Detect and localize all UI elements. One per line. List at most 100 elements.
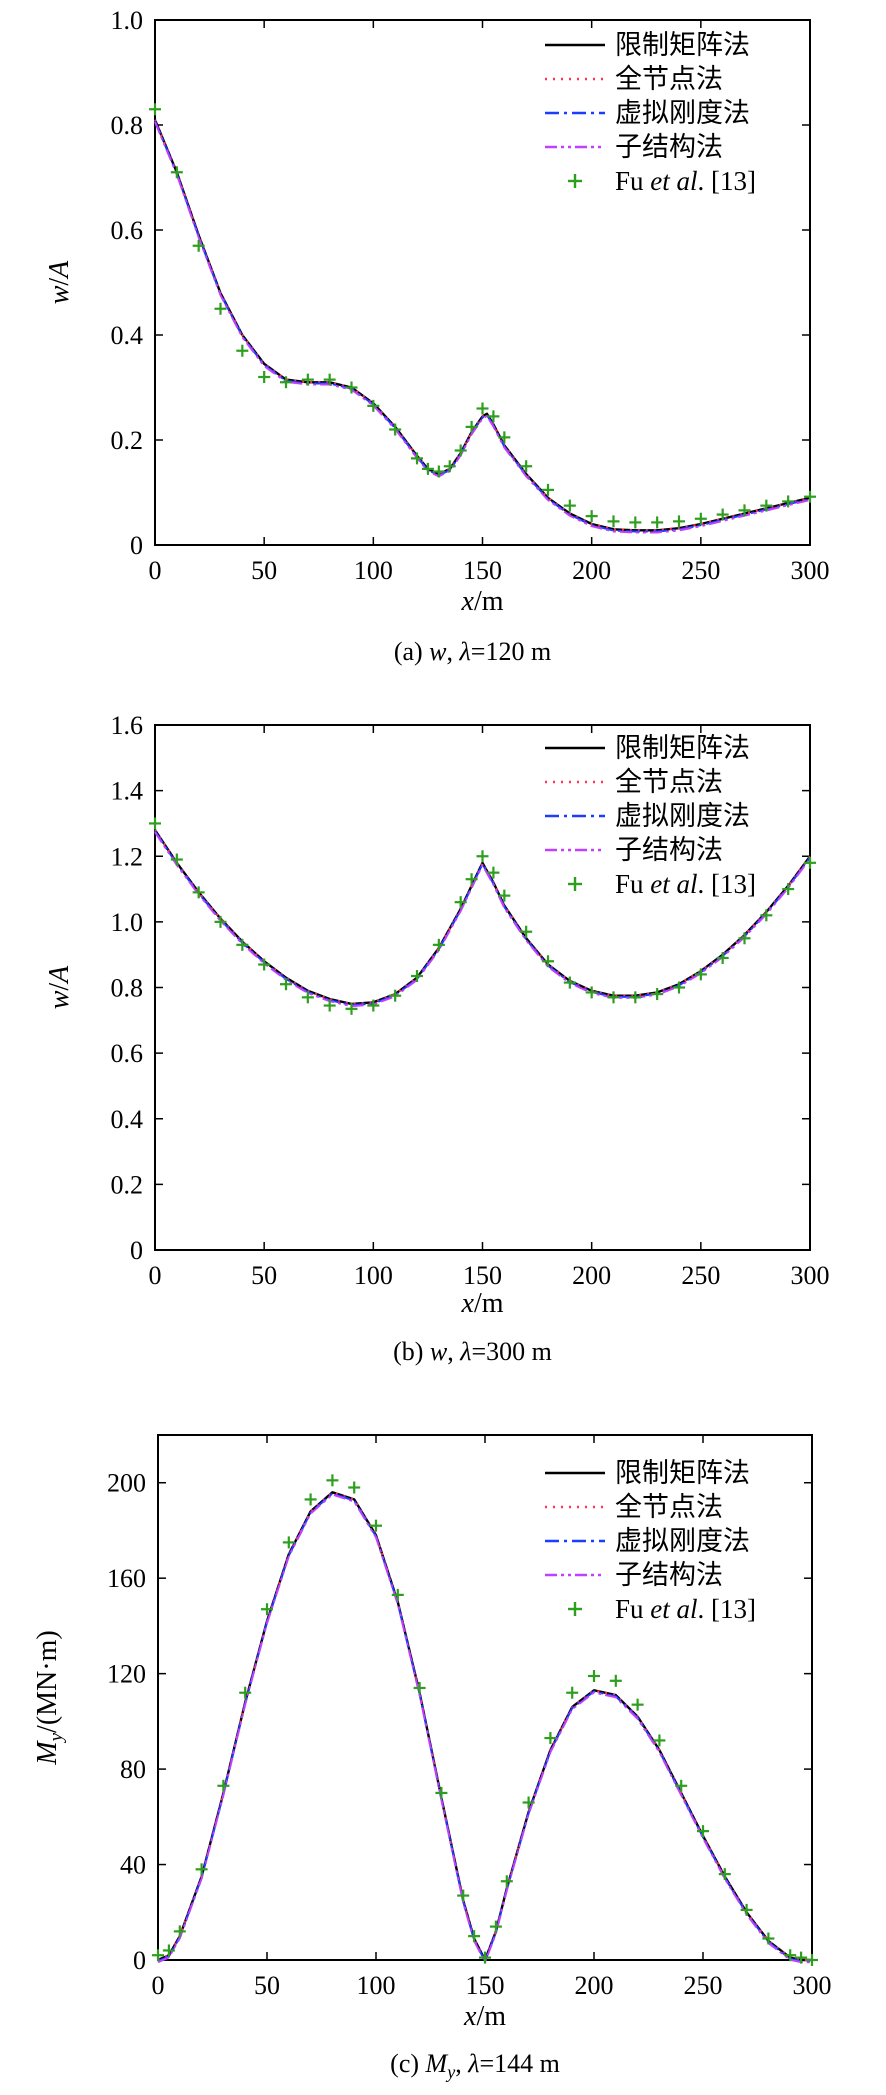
chart-b-fu-point [738,932,751,945]
chart-c-y-tick-label: 200 [107,1469,146,1498]
chart-b-caption-label: (b) [393,1337,430,1366]
chart-b-y-tick-label: 1.2 [111,842,144,871]
chart-c-legend-label-4: 子结构法 [615,1560,723,1590]
chart-b-fu-point [301,991,314,1004]
chart-b-y-axis-sep: / [44,983,75,991]
chart-panel-b: 0 50 100 150 200 250 300 0 0.2 0.4 0.6 0.8 1.0 1.2 1.4… [0,700,886,1390]
chart-b-y-tick-label: 1.6 [111,711,144,740]
chart-c-fu-point [435,1786,448,1799]
chart-a-y-tick-label: 0.4 [111,321,144,350]
chart-c: 0 50 100 150 200 250 30004080120160200x/mMy/(M… [32,1434,832,2082]
chart-b-fu-point [694,968,707,981]
chart-b-legend-label-4: 子结构法 [615,835,723,865]
chart-c-fu-point [740,1903,753,1916]
chart-a-x-tick-label: 250 [681,556,720,585]
chart-b-y-tick-label: 0 [130,1236,143,1265]
chart-b-fu-point [804,856,816,869]
chart-b-y-axis-label: w/A [44,965,75,1009]
chart-b-x-axis-label: x/m [461,1288,504,1319]
chart-c-caption-rest: =144 m [479,2049,559,2078]
chart-b-x-axis-var: x [461,1288,475,1319]
chart-c-fu-point [261,1603,273,1616]
chart-a-y-tick-label: 0.8 [111,111,144,140]
chart-b-y-axis-den: A [44,965,75,985]
chart-b-x-tick-label: 100 [354,1261,393,1290]
chart-b: 0 50 100 150 200 250 300 0 0.2 0.4 0.6 0.8 1.0 1.2 1.4… [44,711,830,1366]
chart-b-series-line-4 [154,831,811,1008]
chart-c-caption-sub: y [445,2062,455,2082]
chart-a-y-axis-label: w/A [44,260,75,304]
chart-c-fu-point [239,1686,252,1699]
chart-b-fu-point [498,889,511,902]
chart-b-y-tick-label: 1.4 [111,777,144,806]
chart-a-fu-point [149,103,161,116]
chart-c-fu-point [162,1944,175,1957]
chart-b-series-line-1 [154,829,811,1006]
chart-b-fu-point [465,873,478,886]
chart-a-fu-point [301,373,314,386]
chart-a-y-axis-var: w [44,285,75,304]
chart-b-fu-point [236,938,249,951]
chart-b-fu-point [389,989,402,1002]
chart-a-fu-point [214,302,227,315]
chart-a-x-tick-label: 200 [572,556,611,585]
chart-b-x-tick-label: 300 [791,1261,830,1290]
chart-b-x-tick-label: 50 [251,1261,277,1290]
chart-b-fu-point [170,853,183,866]
chart-b-y-tick-label: 0.6 [111,1039,144,1068]
chart-b-fu-point [607,991,620,1004]
chart-a-legend-marker-5 [568,174,582,188]
chart-c-fu-point [609,1674,622,1687]
chart-c-x-tick-label: 0 [152,1971,165,2000]
chart-a-fu-point [738,504,751,517]
chart-a-fu-point [170,166,183,179]
chart-c-x-axis-unit: /m [476,2001,506,2032]
chart-panel-c: 0 50 100 150 200 250 300 0 40 80 120 160 200 x/m My/(M… [0,1400,886,2090]
chart-a-fu-point [498,431,511,444]
chart-a-fu-point [389,423,402,436]
chart-b-y-tick-label: 0.2 [111,1170,144,1199]
chart-b-fu-point [520,925,533,938]
chart-c-fu-point [304,1493,317,1506]
chart-b-fu-point [149,817,161,830]
chart-a-fu-point [454,444,467,457]
chart-b-fu-point [323,999,336,1012]
chart-b-fu-point [432,938,445,951]
chart-b-fu-point [214,915,227,928]
chart-a-y-axis-den: A [44,260,75,280]
chart-b-caption: (b) w, λ=300 m [393,1337,552,1366]
chart-b-fu-point [367,999,380,1012]
chart-c-x-tick-label: 300 [793,1971,832,2000]
chart-b-fu-point [192,886,205,899]
chart-a-fu-point [323,373,336,386]
chart-a-fu-point [520,460,533,473]
chart-b-x-axis-unit: /m [474,1288,504,1319]
chart-b-fu-point [716,951,729,964]
chart-c-fu-point [795,1951,808,1964]
chart-c-y-tick-label: 0 [133,1946,146,1975]
chart-a-fu-point [280,376,292,389]
chart-a-fu-point [421,462,434,475]
chart-a-y-tick-label: 1.0 [111,6,144,35]
chart-c-x-tick-label: 200 [575,1971,614,2000]
chart-c-y-axis-sub: y [46,1732,67,1743]
chart-a: 0 50 100 150 200 250 30000.20.40.60.81.0x/mw/A… [44,6,830,666]
chart-c-fu-point [370,1519,382,1532]
chart-a-x-axis-var: x [461,586,475,617]
chart-c-fu-point [282,1536,295,1549]
chart-a-fu-point [804,490,816,503]
chart-c-legend-label-2: 全节点法 [615,1492,723,1522]
chart-b-y-tick-label: 0.4 [111,1105,144,1134]
chart-a-y-tick-label: 0.6 [111,216,144,245]
chart-a-x-tick-label: 0 [149,556,162,585]
chart-b-legend-label-2: 全节点法 [615,767,723,797]
chart-a-x-tick-label: 150 [463,556,502,585]
chart-c-x-tick-label: 100 [357,1971,396,2000]
chart-a-x-tick-label: 100 [354,556,393,585]
chart-c-x-axis-label: x/m [463,2001,506,2032]
chart-c-fu-point [479,1951,491,1964]
chart-a-fu-point [563,499,576,512]
chart-c-legend-marker-5 [568,1602,582,1616]
chart-a-x-axis-label: x/m [461,586,504,617]
